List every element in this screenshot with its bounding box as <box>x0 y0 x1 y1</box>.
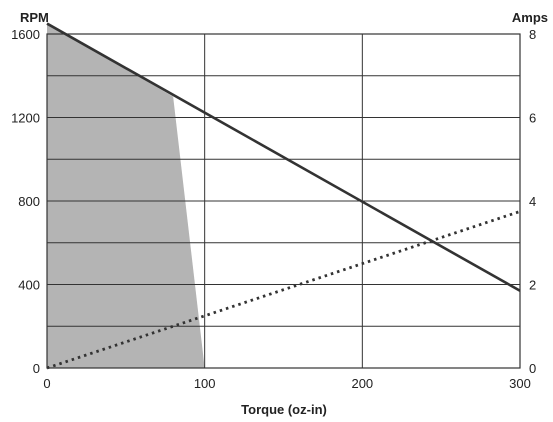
y-right-tick-label: 6 <box>529 111 536 126</box>
left-axis-title: RPM <box>20 10 49 25</box>
y-left-tick-label: 800 <box>18 194 40 209</box>
right-axis-title: Amps <box>512 10 548 25</box>
x-tick-label: 300 <box>509 376 531 391</box>
operating-region-layer <box>47 23 205 368</box>
plot-frame <box>46 33 521 369</box>
x-tick-label: 100 <box>194 376 216 391</box>
operating-region <box>47 23 205 368</box>
y-left-tick-label: 0 <box>33 361 40 376</box>
amps-line <box>46 210 521 370</box>
x-tick-label: 200 <box>351 376 373 391</box>
y-right-tick-label: 0 <box>529 361 536 376</box>
y-right-tick-label: 2 <box>529 278 536 293</box>
y-left-tick-label: 1600 <box>11 27 40 42</box>
series-layer <box>46 22 521 370</box>
rpm-line <box>46 22 521 292</box>
x-tick-label: 0 <box>43 376 50 391</box>
y-right-tick-label: 4 <box>529 194 536 209</box>
x-axis-title: Torque (oz-in) <box>241 402 327 417</box>
y-left-tick-label: 400 <box>18 278 40 293</box>
y-left-tick-label: 1200 <box>11 111 40 126</box>
y-right-tick-label: 8 <box>529 27 536 42</box>
